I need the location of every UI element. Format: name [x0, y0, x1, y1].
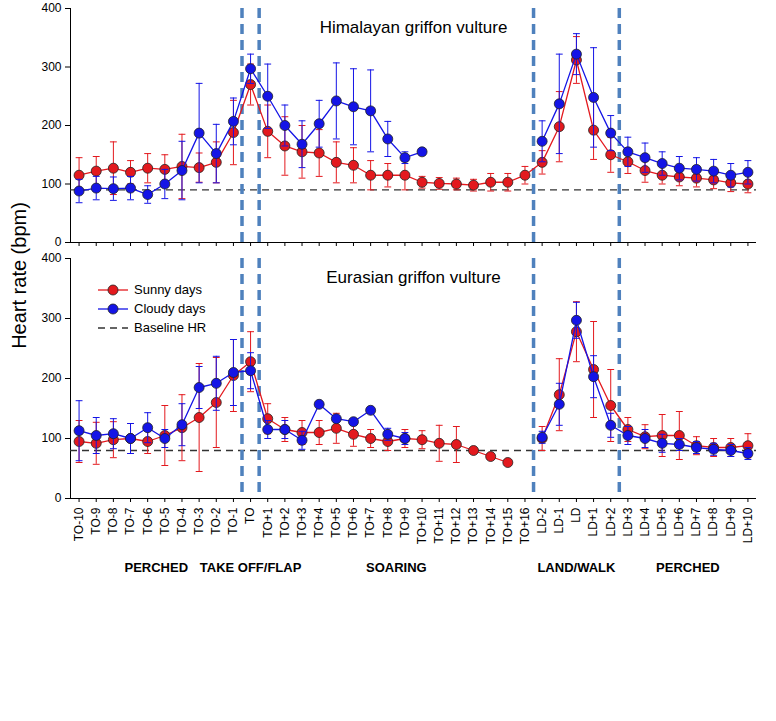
- svg-text:LD+6: LD+6: [672, 507, 686, 536]
- svg-text:TO+16: TO+16: [518, 507, 532, 544]
- svg-text:LD+9: LD+9: [724, 507, 738, 536]
- html-text:Sunny days: Sunny days: [134, 282, 202, 297]
- svg-text:300: 300: [41, 311, 61, 325]
- svg-text:LD+5: LD+5: [655, 507, 669, 536]
- svg-text:TO+7: TO+7: [363, 507, 377, 537]
- svg-text:Eurasian griffon vulture: Eurasian griffon vulture: [326, 268, 501, 287]
- svg-text:PERCHED: PERCHED: [656, 560, 720, 575]
- svg-text:TO-10: TO-10: [72, 507, 86, 541]
- svg-text:200: 200: [41, 371, 61, 385]
- svg-text:TO+13: TO+13: [466, 507, 480, 544]
- svg-text:TO-1: TO-1: [226, 507, 240, 534]
- svg-text:TO+3: TO+3: [295, 507, 309, 537]
- svg-text:TO-5: TO-5: [158, 507, 172, 534]
- svg-text:TO-6: TO-6: [141, 507, 155, 534]
- svg-text:TO+12: TO+12: [449, 507, 463, 544]
- svg-text:TO-8: TO-8: [106, 507, 120, 534]
- svg-text:0: 0: [55, 491, 62, 505]
- svg-text:LD-2: LD-2: [535, 507, 549, 533]
- svg-text:100: 100: [41, 177, 61, 191]
- svg-text:LD+3: LD+3: [621, 507, 635, 536]
- svg-text:LD: LD: [569, 507, 583, 523]
- svg-text:LD-1: LD-1: [552, 507, 566, 533]
- svg-text:TO+8: TO+8: [381, 507, 395, 537]
- svg-text:TO+11: TO+11: [432, 507, 446, 543]
- svg-text:TO+4: TO+4: [312, 507, 326, 537]
- html-text:Cloudy days: Cloudy days: [134, 301, 206, 316]
- svg-text:PERCHED: PERCHED: [124, 560, 188, 575]
- svg-text:LAND/WALK: LAND/WALK: [537, 560, 616, 575]
- svg-text:LD+4: LD+4: [638, 507, 652, 536]
- svg-text:TO-2: TO-2: [209, 507, 223, 534]
- svg-text:LD+8: LD+8: [706, 507, 720, 536]
- svg-text:TO+9: TO+9: [398, 507, 412, 537]
- svg-text:0: 0: [55, 235, 62, 249]
- svg-text:300: 300: [41, 60, 61, 74]
- svg-text:TO-3: TO-3: [192, 507, 206, 534]
- svg-text:LD+1: LD+1: [586, 507, 600, 536]
- svg-text:TO+1: TO+1: [261, 507, 275, 537]
- svg-text:400: 400: [41, 1, 61, 15]
- svg-text:LD+2: LD+2: [604, 507, 618, 536]
- svg-text:TO+6: TO+6: [346, 507, 360, 537]
- svg-text:400: 400: [41, 251, 61, 265]
- svg-text:Himalayan griffon vulture: Himalayan griffon vulture: [320, 18, 508, 37]
- svg-text:TO-9: TO-9: [89, 507, 103, 534]
- svg-text:TAKE OFF/FLAP: TAKE OFF/FLAP: [200, 560, 302, 575]
- svg-text:SOARING: SOARING: [366, 560, 427, 575]
- svg-text:TO+14: TO+14: [484, 507, 498, 544]
- svg-text:TO-7: TO-7: [123, 507, 137, 534]
- svg-text:TO+15: TO+15: [501, 507, 515, 544]
- svg-text:200: 200: [41, 118, 61, 132]
- html-text:Baseline HR: Baseline HR: [134, 320, 207, 335]
- svg-text:LD+7: LD+7: [689, 507, 703, 536]
- svg-text:100: 100: [41, 431, 61, 445]
- svg-text:TO+5: TO+5: [329, 507, 343, 537]
- svg-text:TO: TO: [243, 508, 257, 524]
- svg-text:TO+10: TO+10: [415, 507, 429, 544]
- html-text:Heart rate (bpm): Heart rate (bpm): [7, 201, 30, 349]
- svg-text:LD+10: LD+10: [741, 507, 755, 543]
- svg-text:TO-4: TO-4: [175, 507, 189, 534]
- svg-text:TO+2: TO+2: [278, 507, 292, 537]
